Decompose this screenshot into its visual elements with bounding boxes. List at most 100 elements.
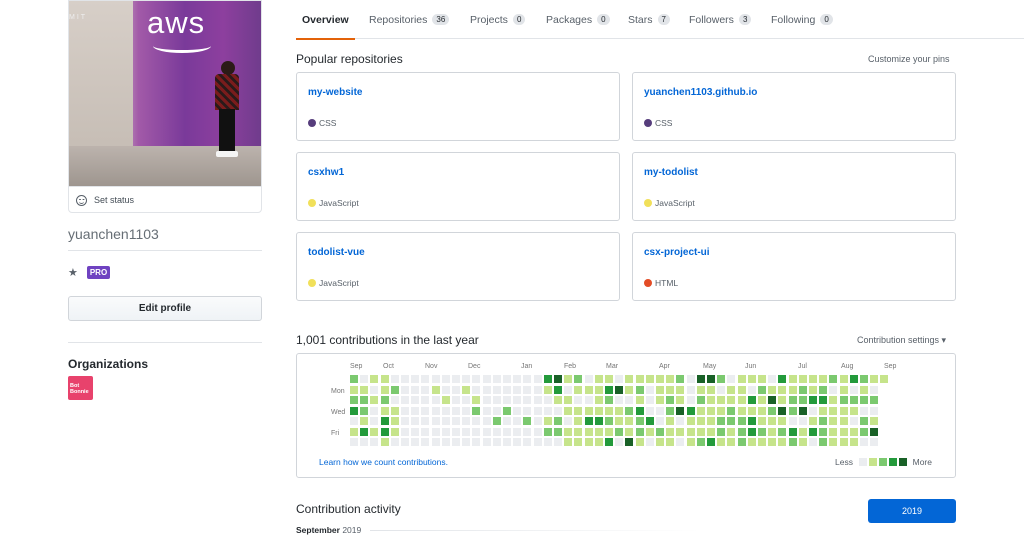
- contribution-day-cell[interactable]: [778, 375, 787, 383]
- contribution-day-cell[interactable]: [370, 396, 379, 404]
- contribution-day-cell[interactable]: [798, 438, 807, 446]
- contribution-day-cell[interactable]: [788, 406, 797, 415]
- contribution-day-cell[interactable]: [441, 385, 450, 394]
- contribution-day-cell[interactable]: [421, 396, 430, 404]
- contribution-day-cell[interactable]: [676, 417, 685, 425]
- contribution-day-cell[interactable]: [839, 406, 848, 415]
- contribution-day-cell[interactable]: [860, 385, 868, 394]
- contribution-day-cell[interactable]: [788, 417, 797, 425]
- contribution-day-cell[interactable]: [798, 406, 807, 415]
- contribution-day-cell[interactable]: [707, 375, 715, 383]
- contribution-day-cell[interactable]: [380, 417, 389, 425]
- contribution-day-cell[interactable]: [421, 406, 430, 415]
- contribution-day-cell[interactable]: [809, 375, 817, 383]
- avatar-photo[interactable]: MIT aws: [69, 1, 261, 186]
- contribution-day-cell[interactable]: [656, 385, 664, 394]
- contribution-day-cell[interactable]: [686, 396, 695, 404]
- contribution-day-cell[interactable]: [584, 375, 593, 383]
- contribution-day-cell[interactable]: [523, 385, 532, 394]
- contribution-day-cell[interactable]: [370, 385, 379, 394]
- tab-following[interactable]: Following 0: [771, 0, 833, 39]
- contribution-day-cell[interactable]: [860, 375, 868, 383]
- contribution-day-cell[interactable]: [472, 406, 481, 415]
- contribution-day-cell[interactable]: [564, 385, 573, 394]
- contribution-day-cell[interactable]: [533, 396, 542, 404]
- contribution-day-cell[interactable]: [656, 396, 664, 404]
- contribution-day-cell[interactable]: [656, 406, 664, 415]
- contribution-day-cell[interactable]: [605, 417, 613, 425]
- contribution-day-cell[interactable]: [839, 396, 848, 404]
- contribution-day-cell[interactable]: [421, 438, 430, 446]
- contribution-day-cell[interactable]: [788, 427, 797, 436]
- contribution-day-cell[interactable]: [390, 438, 399, 446]
- contribution-day-cell[interactable]: [829, 385, 838, 394]
- contribution-day-cell[interactable]: [666, 375, 675, 383]
- contribution-day-cell[interactable]: [809, 417, 817, 425]
- contribution-day-cell[interactable]: [829, 438, 838, 446]
- contribution-day-cell[interactable]: [554, 385, 562, 394]
- contribution-day-cell[interactable]: [421, 427, 430, 436]
- contribution-day-cell[interactable]: [370, 438, 379, 446]
- tab-repositories[interactable]: Repositories 36: [369, 0, 450, 39]
- contribution-day-cell[interactable]: [788, 375, 797, 383]
- contribution-day-cell[interactable]: [441, 406, 450, 415]
- contribution-day-cell[interactable]: [798, 427, 807, 436]
- contribution-day-cell[interactable]: [707, 438, 715, 446]
- repo-link[interactable]: my-todolist: [644, 167, 698, 178]
- repo-link[interactable]: yuanchen1103.github.io: [644, 87, 758, 98]
- contribution-day-cell[interactable]: [778, 438, 787, 446]
- tab-followers[interactable]: Followers 3: [689, 0, 752, 39]
- contribution-day-cell[interactable]: [492, 396, 501, 404]
- contribution-day-cell[interactable]: [625, 417, 634, 425]
- contribution-day-cell[interactable]: [411, 396, 420, 404]
- contribution-day-cell[interactable]: [880, 375, 889, 383]
- contribution-day-cell[interactable]: [350, 375, 358, 383]
- contribution-day-cell[interactable]: [533, 427, 542, 436]
- contribution-day-cell[interactable]: [707, 396, 715, 404]
- contribution-day-cell[interactable]: [441, 375, 450, 383]
- contribution-day-cell[interactable]: [462, 385, 471, 394]
- contribution-day-cell[interactable]: [584, 385, 593, 394]
- contribution-day-cell[interactable]: [441, 396, 450, 404]
- contribution-day-cell[interactable]: [686, 417, 695, 425]
- contribution-day-cell[interactable]: [686, 375, 695, 383]
- contribution-day-cell[interactable]: [574, 438, 583, 446]
- contribution-day-cell[interactable]: [554, 406, 562, 415]
- contribution-day-cell[interactable]: [798, 375, 807, 383]
- contribution-day-cell[interactable]: [482, 406, 491, 415]
- contribution-day-cell[interactable]: [360, 417, 369, 425]
- contribution-day-cell[interactable]: [707, 385, 715, 394]
- contribution-day-cell[interactable]: [778, 406, 787, 415]
- contribution-day-cell[interactable]: [768, 375, 777, 383]
- contribution-day-cell[interactable]: [472, 396, 481, 404]
- contribution-day-cell[interactable]: [676, 375, 685, 383]
- contribution-day-cell[interactable]: [717, 417, 726, 425]
- contribution-day-cell[interactable]: [370, 375, 379, 383]
- contribution-day-cell[interactable]: [696, 375, 705, 383]
- contribution-day-cell[interactable]: [696, 438, 705, 446]
- contribution-day-cell[interactable]: [594, 427, 603, 436]
- contribution-day-cell[interactable]: [543, 427, 552, 436]
- contribution-day-cell[interactable]: [360, 427, 369, 436]
- contribution-day-cell[interactable]: [860, 438, 868, 446]
- contribution-day-cell[interactable]: [839, 438, 848, 446]
- contribution-day-cell[interactable]: [768, 417, 777, 425]
- contribution-day-cell[interactable]: [605, 385, 613, 394]
- contribution-day-cell[interactable]: [390, 385, 399, 394]
- contribution-day-cell[interactable]: [390, 375, 399, 383]
- contribution-day-cell[interactable]: [411, 417, 420, 425]
- contribution-day-cell[interactable]: [809, 427, 817, 436]
- contribution-day-cell[interactable]: [860, 417, 868, 425]
- contribution-day-cell[interactable]: [758, 406, 766, 415]
- contribution-day-cell[interactable]: [645, 417, 654, 425]
- contribution-day-cell[interactable]: [849, 385, 858, 394]
- contribution-day-cell[interactable]: [656, 438, 664, 446]
- contribution-day-cell[interactable]: [370, 417, 379, 425]
- contribution-day-cell[interactable]: [523, 427, 532, 436]
- contribution-day-cell[interactable]: [462, 396, 471, 404]
- contribution-day-cell[interactable]: [727, 427, 736, 436]
- contribution-day-cell[interactable]: [350, 427, 358, 436]
- contribution-day-cell[interactable]: [819, 385, 828, 394]
- contribution-day-cell[interactable]: [543, 396, 552, 404]
- contribution-day-cell[interactable]: [707, 427, 715, 436]
